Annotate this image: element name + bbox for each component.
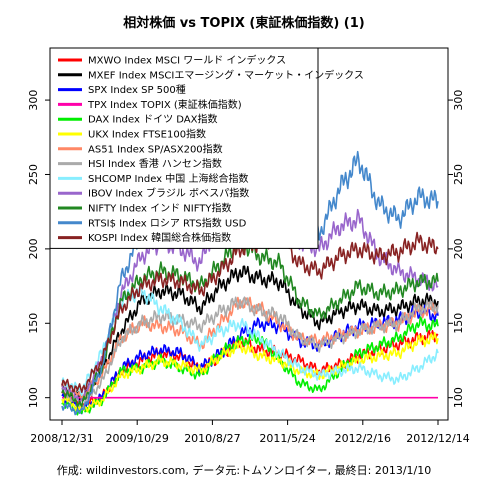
legend-label-1: MXWO Index MSCI ワールド インデックス <box>88 54 286 67</box>
y-tick-label-right-2: 150 <box>452 313 465 334</box>
x-tick-label-5: 2012/2/16 <box>335 432 391 445</box>
y-tick-label-right-1: 100 <box>452 387 465 408</box>
legend-label-3: SPX Index SP 500種 <box>88 83 186 96</box>
x-tick-label-6: 2012/12/14 <box>406 432 469 445</box>
axes: 100 100 150 150 200 200 250 250 300 300 2008/12/31… <box>27 90 470 445</box>
y-tick-label-left-2: 150 <box>27 313 40 334</box>
legend-label-8: HSI Index 香港 ハンセン指数 <box>88 157 222 170</box>
legend-label-13: KOSPI Index 韓国総合株価指数 <box>88 231 231 244</box>
legend-label-9: SHCOMP Index 中国 上海総合指数 <box>88 172 248 185</box>
legend-label-7: AS51 Index SP/ASX200指数 <box>88 142 223 155</box>
y-tick-label-left-3: 200 <box>27 238 40 259</box>
chart-title: 相対株価 vs TOPIX (東証株価指数) (1) <box>123 15 364 31</box>
y-tick-label-left-4: 250 <box>27 164 40 185</box>
chart-caption: 作成: wildinvestors.com, データ元:トムソンロイター, 最終… <box>57 463 431 477</box>
series-line-3 <box>61 304 439 415</box>
y-tick-label-right-5: 300 <box>452 90 465 111</box>
y-tick-label-left-1: 100 <box>27 387 40 408</box>
legend-label-11: NIFTY Index インド NIFTY指数 <box>88 202 232 215</box>
legend-label-6: UKX Index FTSE100指数 <box>88 128 206 141</box>
legend-label-5: DAX Index ドイツ DAX指数 <box>88 113 218 126</box>
series-line-6 <box>61 331 439 413</box>
x-tick-label-3: 2010/8/27 <box>184 432 240 445</box>
series-line-8 <box>61 296 439 409</box>
x-tick-label-4: 2011/5/24 <box>259 432 315 445</box>
legend-box <box>49 47 319 249</box>
legend-label-2: MXEF Index MSCIエマージング・マーケット・インデックス <box>88 68 364 81</box>
x-tick-label-2: 2009/10/29 <box>105 432 168 445</box>
series-line-2 <box>61 265 439 402</box>
legend-label-10: IBOV Index ブラジル ボベスパ指数 <box>88 187 249 200</box>
legend-label-12: RTSI$ Index ロシア RTS指数 USD <box>88 216 247 229</box>
series-line-5 <box>61 316 439 416</box>
legend-label-4: TPX Index TOPIX (東証株価指数) <box>87 98 242 111</box>
y-tick-label-right-3: 200 <box>452 238 465 259</box>
x-tick-label-1: 2008/12/31 <box>30 432 93 445</box>
y-tick-label-left-5: 300 <box>27 90 40 111</box>
y-tick-label-right-4: 250 <box>452 164 465 185</box>
